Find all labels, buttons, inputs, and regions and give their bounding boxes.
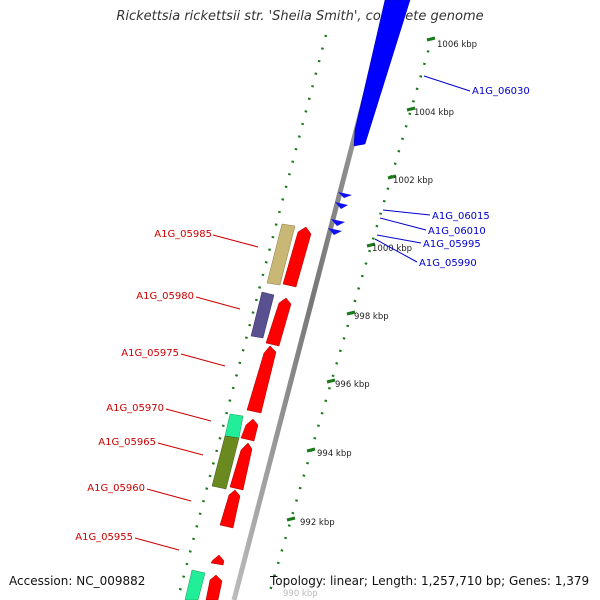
gene-label-A1G_05970: A1G_05970 — [106, 403, 164, 414]
scale-label: 1002 kbp — [393, 176, 433, 186]
genome-summary: Topology: linear; Length: 1,257,710 bp; … — [270, 574, 590, 588]
gene-label-A1G_05955: A1G_05955 — [75, 532, 133, 543]
gene-label-A1G_05960: A1G_05960 — [87, 483, 145, 494]
gene-A1G_06015[interactable] — [338, 192, 352, 198]
gene-A1G_05995[interactable] — [331, 219, 345, 226]
gene-label-A1G_05985: A1G_05985 — [154, 229, 212, 240]
scale-label: 1000 kbp — [372, 244, 412, 254]
gene-A1G_05975[interactable] — [246, 345, 277, 414]
forward-label-lines — [374, 75, 471, 263]
gene-A1G_05965[interactable] — [229, 442, 253, 491]
gene-label-A1G_05990: A1G_05990 — [419, 258, 477, 269]
feature-box-purple — [250, 291, 275, 339]
gene-A1G_05960[interactable] — [219, 489, 241, 529]
gene-label-A1G_05995: A1G_05995 — [423, 239, 481, 250]
gene-A1G_05970[interactable] — [240, 418, 259, 442]
reverse-genes — [205, 226, 312, 600]
gene-A1G_05955[interactable] — [210, 554, 225, 566]
gene-A1G_06030[interactable] — [353, 0, 411, 147]
gene-A1G_05990[interactable] — [328, 228, 342, 235]
scale-label: 992 kbp — [300, 518, 335, 528]
gene-label-A1G_06015: A1G_06015 — [432, 211, 490, 222]
gene-label-A1G_05965: A1G_05965 — [98, 437, 156, 448]
accession-label: Accession: NC_009882 — [9, 574, 146, 588]
gene-A1G_05985[interactable] — [282, 226, 312, 288]
reverse-label-lines — [134, 234, 259, 551]
scale-label: 994 kbp — [317, 449, 352, 459]
scale-tick-track — [266, 37, 434, 599]
outer-tick-track — [176, 34, 328, 599]
feature-box-olive — [211, 435, 240, 490]
gene-label-A1G_05980: A1G_05980 — [136, 291, 194, 302]
scale-label: 1004 kbp — [414, 108, 454, 118]
feature-box-green-bottom — [184, 569, 206, 600]
gene-partial[interactable] — [205, 574, 223, 600]
scale-label: 998 kbp — [354, 312, 389, 322]
gene-A1G_06010[interactable] — [335, 202, 348, 209]
gene-label-A1G_06010: A1G_06010 — [428, 226, 486, 237]
feature-box-green-light — [224, 413, 244, 439]
gene-label-A1G_06030: A1G_06030 — [472, 86, 530, 97]
scale-label: 996 kbp — [335, 380, 370, 390]
scale-label: 990 kbp — [283, 589, 318, 599]
feature-box-khaki — [266, 223, 296, 286]
scale-label: 1006 kbp — [437, 40, 477, 50]
gene-label-A1G_05975: A1G_05975 — [121, 348, 179, 359]
scale-major-ticks — [286, 36, 436, 522]
gene-A1G_05980[interactable] — [265, 297, 292, 347]
